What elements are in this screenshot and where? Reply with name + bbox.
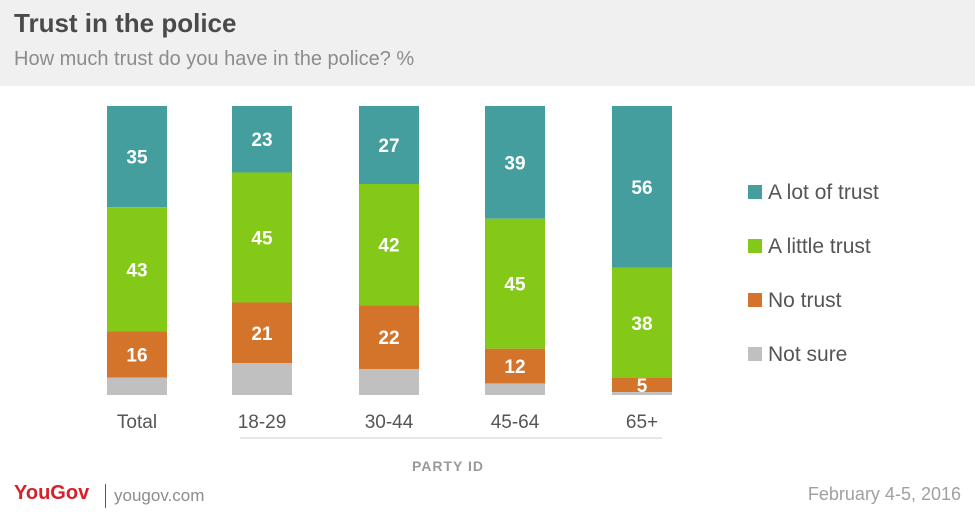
data-label: 56 xyxy=(631,178,652,199)
category-label: 65+ xyxy=(626,412,658,433)
data-label: 22 xyxy=(378,328,399,349)
category-label: 30-44 xyxy=(365,412,414,433)
footer-date: February 4-5, 2016 xyxy=(807,484,961,504)
bar-not-sure-1829 xyxy=(232,363,292,395)
yougov-logo: YouGov xyxy=(14,482,90,504)
legend-swatch xyxy=(748,239,762,253)
chart-subtitle: How much trust do you have in the police… xyxy=(14,48,415,70)
bar-no-trust-total xyxy=(107,331,167,378)
category-label: Total xyxy=(117,412,157,433)
bar-no-trust-1829 xyxy=(232,302,292,364)
bar-a-lot-of-trust-3044 xyxy=(359,106,419,185)
group-label: PARTY ID xyxy=(411,458,485,474)
bar-not-sure-total xyxy=(107,377,167,395)
legend-swatch xyxy=(748,347,762,361)
bar-not-sure-4564 xyxy=(485,383,545,395)
bar-a-lot-of-trust-total xyxy=(107,106,167,208)
legend-label: Not sure xyxy=(768,343,847,366)
data-label: 38 xyxy=(631,314,652,335)
category-label: 18-29 xyxy=(238,412,287,433)
bar-a-little-trust-65 xyxy=(612,267,672,378)
bar-no-trust-65 xyxy=(612,377,672,393)
legend-label: A lot of trust xyxy=(768,181,879,204)
footer-site: yougov.com xyxy=(114,486,205,505)
bar-a-little-trust-4564 xyxy=(485,218,545,349)
data-label: 23 xyxy=(251,130,272,151)
bar-no-trust-3044 xyxy=(359,305,419,369)
bar-not-sure-65 xyxy=(612,392,672,395)
bar-a-lot-of-trust-65 xyxy=(612,106,672,268)
legend-swatch xyxy=(748,185,762,199)
legend-label: A little trust xyxy=(768,235,871,258)
chart-title: Trust in the police xyxy=(14,8,237,38)
legend-label: No trust xyxy=(768,289,842,312)
data-label: 27 xyxy=(378,136,399,157)
data-label: 42 xyxy=(378,236,399,257)
footer-divider xyxy=(105,484,106,508)
bar-a-little-trust-total xyxy=(107,207,167,332)
category-label: 45-64 xyxy=(491,412,540,433)
bar-a-little-trust-1829 xyxy=(232,172,292,303)
legend-swatch xyxy=(748,293,762,307)
bar-not-sure-3044 xyxy=(359,368,419,395)
bar-a-lot-of-trust-1829 xyxy=(232,106,292,173)
data-label: 21 xyxy=(251,324,273,345)
data-label: 12 xyxy=(504,357,525,378)
data-label: 43 xyxy=(126,260,147,281)
data-label: 45 xyxy=(504,275,526,296)
header-band xyxy=(0,0,975,86)
data-label: 5 xyxy=(637,376,648,397)
bar-a-little-trust-3044 xyxy=(359,184,419,306)
data-label: 39 xyxy=(504,153,525,174)
data-label: 35 xyxy=(126,148,148,169)
data-label: 16 xyxy=(126,346,147,367)
bar-a-lot-of-trust-4564 xyxy=(485,106,545,219)
bar-no-trust-4564 xyxy=(485,348,545,384)
data-label: 45 xyxy=(251,228,273,249)
stacked-bar-chart: 35 43 16 Total 23 45 21 18-29 27 42 22 30-44 39 45 12 4… xyxy=(107,106,879,439)
